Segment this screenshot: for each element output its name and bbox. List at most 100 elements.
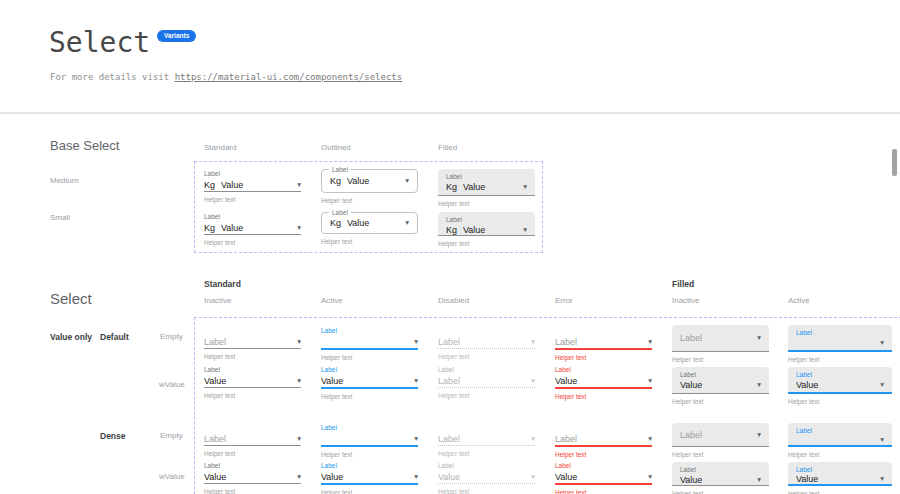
standard-select-disabled[interactable]: Label▾ Helper text [438,326,535,361]
select-value-row: ▾ [796,337,884,349]
filled-select-active[interactable]: Label ▾Helper text [788,420,892,459]
helper-text: Helper text [672,490,769,494]
standard-select-error[interactable]: LabelValue▾Helper text [555,461,652,494]
filled-select-inactive[interactable]: LabelValue▾ Helper text [672,459,769,494]
standard-select-disabled[interactable]: LabelValue▾Helper text [438,461,535,494]
floating-label [555,423,652,432]
select-value-row: ▾ [321,335,418,348]
value-prefix: Kg [330,218,341,228]
outlined-select-inactive[interactable]: LabelKgValue▾Helper text [321,165,418,205]
underline [204,445,301,446]
standard-select-active[interactable]: LabelValue▾Helper text [321,461,418,494]
select-value-row: Label▾ [438,335,535,348]
select-value-row: Label▾ [204,335,301,348]
helper-text: Helper text [321,489,418,494]
filled-select-inactive[interactable]: LabelKgValue▾Helper text [438,209,535,248]
select-heading: Select [50,290,92,307]
standard-select-inactive[interactable]: Label▾Helper text [204,326,301,361]
row-header-small: Small [50,213,70,222]
group-header-filled: Filled [672,279,694,289]
select-value: Value [555,472,648,482]
dropdown-arrow-icon: ▾ [297,224,301,232]
select-value-row: Label▾ [204,432,301,445]
standard-select-active[interactable]: LabelValue▾Helper text [321,365,418,401]
helper-text: Helper text [788,490,892,494]
select-value: Value [463,225,523,235]
standard-select-error[interactable]: Label▾Helper text [555,423,652,459]
helper-text: Helper text [438,353,535,361]
standard-select-active[interactable]: Label ▾Helper text [321,423,418,459]
floating-label: Label [796,328,884,337]
select-value: Value [680,475,757,485]
base-select-heading: Base Select [50,138,119,153]
standard-select-inactive[interactable]: LabelValue▾Helper text [204,365,301,400]
dropdown-arrow-icon: ▾ [405,219,409,227]
standard-select-inactive[interactable]: Label▾Helper text [204,423,301,458]
standard-select-disabled[interactable]: Label▾Helper text [438,423,535,458]
underline [321,387,418,389]
dropdown-arrow-icon: ▾ [297,473,301,481]
dropdown-arrow-icon: ▾ [648,338,652,346]
helper-text: Helper text [204,239,301,247]
filled-select-inactive[interactable]: LabelValue▾Helper text [672,364,769,406]
floating-label [438,326,535,335]
row-header-medium: Medium [50,176,78,185]
standard-select-error[interactable]: Label▾Helper text [555,326,652,362]
standard-select-inactive[interactable]: LabelKgValue▾Helper text [204,169,301,204]
select-value-row: Label▾ [680,332,761,344]
dropdown-arrow-icon: ▾ [648,473,652,481]
select-value: Value [221,223,297,233]
select-value: Label [555,434,648,444]
state-header-error: Error [555,296,573,305]
floating-label: Label [446,215,527,224]
scrollbar-thumb[interactable] [892,149,897,176]
standard-select-inactive[interactable]: LabelValue▾Helper text [204,461,301,494]
filled-box: LabelValue▾ [672,462,769,486]
underline [438,387,535,388]
filled-select-inactive[interactable]: Label▾Helper text [672,420,769,459]
row-group-dense: Dense [100,431,126,441]
row-header-dense-empty: Empty [160,431,183,440]
dropdown-arrow-icon: ▾ [414,338,418,346]
filled-select-active[interactable]: Label ▾Helper text [788,322,892,364]
filled-select-active[interactable]: LabelValue▾Helper text [788,364,892,406]
helper-text: Helper text [438,450,535,458]
helper-text: Helper text [438,392,535,400]
dropdown-arrow-icon: ▾ [414,435,418,443]
dropdown-arrow-icon: ▾ [531,435,535,443]
helper-text: Helper text [672,451,769,459]
select-value: Label [555,337,648,347]
details-link[interactable]: https://material-ui.com/components/selec… [175,72,403,82]
helper-text: Helper text [672,356,769,364]
select-value [796,435,880,445]
state-header-filled-inactive: Inactive [672,296,700,305]
filled-select-inactive[interactable]: Label▾ Helper text [672,322,769,364]
column-header-standard: Standard [204,143,236,152]
standard-select-active[interactable]: Label ▾Helper text [321,326,418,362]
select-value-row: Value▾ [438,470,535,483]
state-header-filled-active: Active [788,296,810,305]
dropdown-arrow-icon: ▾ [880,381,884,389]
select-value-row: KgValue▾ [204,221,301,234]
select-value: Label [680,430,757,440]
select-value-row: Value▾ [796,379,884,391]
select-value-row: Value▾ [204,374,301,387]
standard-select-error[interactable]: LabelValue▾Helper text [555,365,652,401]
select-value: Value [438,472,531,482]
floating-label: Label [204,212,301,221]
standard-select-inactive[interactable]: LabelKgValue▾ Helper text [204,212,301,247]
dropdown-arrow-icon: ▾ [531,338,535,346]
select-value-row: Value▾ [555,374,652,387]
select-value-row: Value▾ [321,470,418,483]
select-value: Label [438,376,531,386]
filled-box: Label▾ [672,325,769,352]
filled-select-active[interactable]: LabelValue▾Helper text [788,459,892,494]
outlined-select-inactive[interactable]: LabelKgValue▾Helper text [321,208,418,246]
filled-select-inactive[interactable]: LabelKgValue▾Helper text [438,166,535,208]
row-header-default-empty: Empty [160,332,183,341]
standard-select-disabled[interactable]: LabelLabel▾Helper text [438,365,535,400]
dropdown-arrow-icon: ▾ [523,226,527,234]
filled-box: LabelValue▾ [672,367,769,394]
floating-label: Label [204,365,301,374]
value-prefix: Kg [204,180,215,190]
